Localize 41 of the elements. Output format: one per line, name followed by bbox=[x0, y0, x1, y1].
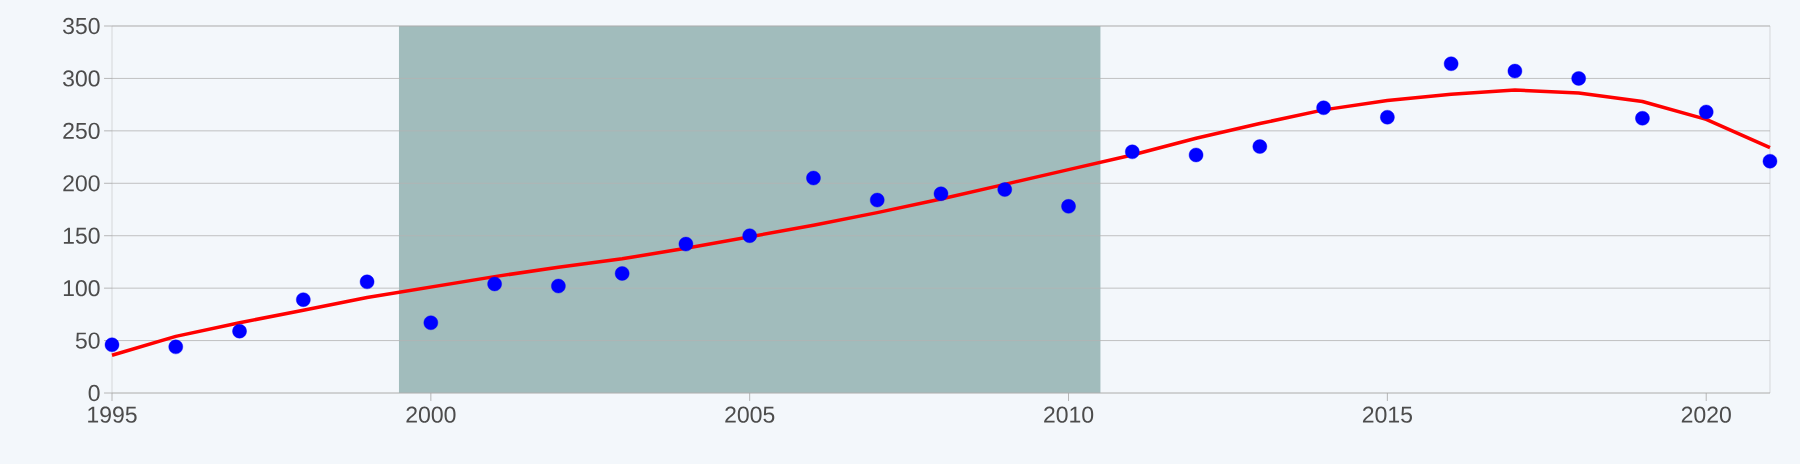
y-tick-label: 150 bbox=[63, 227, 100, 244]
point bbox=[1380, 110, 1395, 125]
point bbox=[423, 315, 439, 330]
x-tick-label: 1995 bbox=[88, 406, 137, 423]
point bbox=[232, 323, 247, 339]
point bbox=[614, 266, 630, 281]
point bbox=[1252, 139, 1268, 154]
y-tick-label: 50 bbox=[75, 332, 100, 349]
point bbox=[1699, 104, 1714, 120]
y-tick-label: 300 bbox=[63, 70, 100, 87]
point bbox=[551, 278, 566, 294]
point bbox=[296, 292, 311, 307]
y-tick-label: 250 bbox=[63, 122, 100, 139]
y-tick-label: 350 bbox=[63, 17, 100, 35]
point bbox=[997, 182, 1012, 197]
point bbox=[1316, 100, 1331, 115]
y-tick-label: 0 bbox=[88, 384, 100, 402]
point bbox=[933, 186, 949, 201]
point bbox=[1061, 199, 1076, 214]
y-tick-label: 200 bbox=[63, 175, 100, 192]
x-tick-label: 2020 bbox=[1681, 406, 1731, 423]
point bbox=[870, 192, 885, 208]
point bbox=[678, 236, 694, 252]
point bbox=[359, 274, 375, 290]
x-tick-label: 2015 bbox=[1362, 406, 1412, 423]
point bbox=[1443, 56, 1459, 71]
point bbox=[487, 276, 502, 292]
x-tick-label: 2005 bbox=[725, 406, 775, 423]
point bbox=[1635, 111, 1650, 126]
point bbox=[1125, 144, 1140, 160]
point bbox=[104, 337, 120, 352]
point bbox=[1507, 63, 1523, 79]
y-tick-label: 100 bbox=[63, 280, 100, 297]
x-tick-label: 2000 bbox=[406, 406, 456, 423]
point bbox=[1571, 71, 1586, 86]
x-tick-label: 2010 bbox=[1044, 406, 1094, 423]
point bbox=[806, 170, 821, 186]
point bbox=[1188, 147, 1204, 163]
point bbox=[742, 228, 757, 243]
point bbox=[168, 339, 183, 355]
point bbox=[1762, 154, 1778, 169]
